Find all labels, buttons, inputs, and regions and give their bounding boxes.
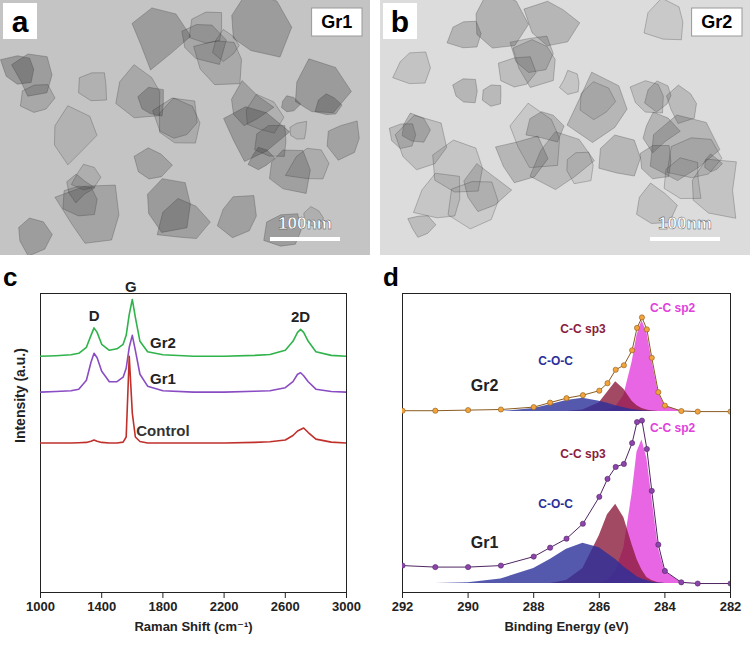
svg-text:1000: 1000 — [26, 599, 55, 614]
svg-text:100nm: 100nm — [278, 214, 332, 233]
svg-text:Gr2: Gr2 — [701, 12, 732, 32]
svg-text:Binding Energy (eV): Binding Energy (eV) — [504, 619, 628, 634]
svg-text:Intensity (a.u.): Intensity (a.u.) — [12, 348, 28, 443]
svg-text:1400: 1400 — [87, 599, 116, 614]
svg-text:C-C sp3: C-C sp3 — [560, 447, 606, 461]
svg-text:282: 282 — [720, 599, 742, 614]
svg-text:100nm: 100nm — [658, 214, 712, 233]
svg-text:290: 290 — [457, 599, 479, 614]
svg-text:C-C sp2: C-C sp2 — [650, 301, 696, 315]
svg-text:1800: 1800 — [148, 599, 177, 614]
svg-text:3000: 3000 — [332, 599, 361, 614]
svg-text:Control: Control — [136, 422, 189, 439]
svg-text:2D: 2D — [291, 308, 310, 325]
svg-text:284: 284 — [654, 599, 676, 614]
svg-text:2200: 2200 — [210, 599, 239, 614]
svg-text:C-O-C: C-O-C — [538, 497, 573, 511]
svg-text:Gr1: Gr1 — [150, 370, 176, 387]
svg-text:G: G — [125, 278, 137, 295]
svg-text:292: 292 — [392, 599, 414, 614]
html-text:d: d — [383, 262, 399, 292]
svg-text:Gr1: Gr1 — [321, 12, 352, 32]
svg-text:Gr2: Gr2 — [150, 334, 176, 351]
svg-text:C-C sp3: C-C sp3 — [560, 322, 606, 336]
svg-text:Gr2: Gr2 — [471, 377, 499, 394]
svg-text:2600: 2600 — [271, 599, 300, 614]
html-text:c: c — [3, 262, 18, 292]
svg-text:Gr1: Gr1 — [471, 534, 499, 551]
svg-text:C-O-C: C-O-C — [538, 354, 573, 368]
svg-text:288: 288 — [523, 599, 545, 614]
svg-text:C-C sp2: C-C sp2 — [650, 421, 696, 435]
svg-text:b: b — [391, 5, 409, 38]
svg-text:a: a — [12, 5, 29, 38]
svg-text:D: D — [89, 307, 100, 324]
svg-text:Raman Shift (cm⁻¹): Raman Shift (cm⁻¹) — [134, 619, 252, 634]
svg-text:286: 286 — [588, 599, 610, 614]
